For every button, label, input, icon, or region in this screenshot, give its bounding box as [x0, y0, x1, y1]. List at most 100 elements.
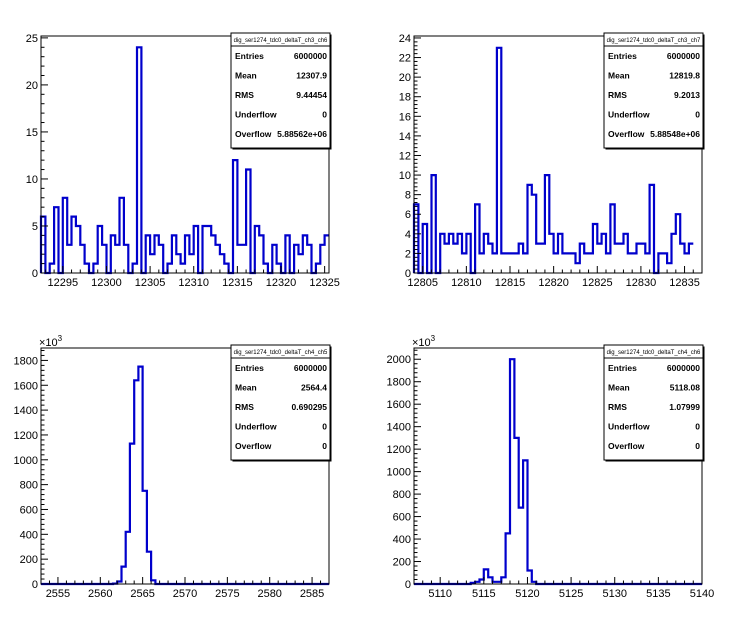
stats-value: 6000000: [294, 51, 327, 61]
y-tick-label: 1000: [14, 455, 38, 467]
y-tick-label: 10: [399, 170, 411, 182]
x-tick-label: 2565: [130, 588, 154, 600]
x-tick-label: 2555: [46, 588, 70, 600]
x-tick-label: 2575: [215, 588, 239, 600]
stats-value: 6000000: [294, 363, 327, 373]
stats-label: RMS: [608, 402, 627, 412]
y-tick-label: 20: [399, 72, 411, 84]
histogram-pad-3: 2555 2560 2565 2570 2575 2580 2585 0 200 400 600 80…: [14, 334, 332, 600]
y-tick-label: 16: [399, 111, 411, 123]
stats-value: 1.07999: [669, 402, 700, 412]
x-tick-label: 5115: [472, 588, 496, 600]
y-tick-label: 20: [26, 80, 38, 92]
x-tick-label: 12300: [91, 277, 122, 289]
stats-value: 12819.8: [669, 71, 700, 81]
y-tick-label: 600: [393, 512, 411, 524]
stats-label: Overflow: [608, 441, 645, 451]
y-tick-label: 1200: [14, 430, 38, 442]
stats-label: RMS: [235, 402, 254, 412]
stats-label: RMS: [235, 90, 254, 100]
y-tick-label: 800: [20, 480, 38, 492]
stats-value: 12307.9: [296, 71, 327, 81]
y-tick-label: 25: [26, 33, 38, 45]
y-tick-label: 1200: [387, 444, 411, 456]
stats-histogram-name: dig_ser1274_tdc0_deltaT_ch4_ch5: [234, 350, 328, 356]
stats-label: Entries: [235, 363, 264, 373]
x-tick-label: 2570: [173, 588, 197, 600]
stats-box: dig_ser1274_tdc0_deltaT_ch3_ch7 Entries 60…: [603, 32, 705, 150]
x-tick-label: 12305: [135, 277, 166, 289]
x-tick-label: 2560: [88, 588, 112, 600]
stats-box-frame: [230, 344, 331, 461]
stats-label: RMS: [608, 90, 627, 100]
stats-histogram-name: dig_ser1274_tdc0_deltaT_ch3_ch7: [607, 38, 701, 44]
x-tick-label: 12810: [451, 277, 482, 289]
stats-label: Underflow: [608, 422, 650, 432]
stats-value: 9.2013: [674, 90, 700, 100]
plot-frame: [413, 35, 703, 274]
y-tick-label: 1600: [387, 399, 411, 411]
y-tick-label: 5: [32, 221, 38, 233]
x-tick-label: 12815: [495, 277, 526, 289]
y-tick-label: 200: [393, 557, 411, 569]
y-tick-label: 0: [405, 268, 411, 280]
histogram-pad-2: 12805 12810 12815 12820 12825 12830 1283502468…: [399, 32, 705, 289]
stats-value: 5.88548e+06: [650, 129, 700, 139]
y-tick-label: 4: [405, 229, 411, 241]
x-tick-label: 12325: [309, 277, 340, 289]
x-tick-label: 2580: [257, 588, 281, 600]
histogram-series: [412, 46, 694, 275]
y-tick-label: 400: [393, 534, 411, 546]
stats-label: Underflow: [608, 110, 650, 120]
stats-value: 2564.4: [301, 383, 327, 393]
stats-value: 9.44454: [296, 90, 327, 100]
stats-value: 5.88562e+06: [277, 129, 327, 139]
y-tick-label: 22: [399, 53, 411, 65]
x-tick-label: 2585: [300, 588, 324, 600]
histogram-pad-4: 5110 5115 5120 5125 5130 5135 5140 0 200 400 600 80…: [387, 334, 715, 600]
plot-frame: [413, 347, 703, 585]
stats-value: 0: [695, 441, 700, 451]
y-tick-label: 1800: [387, 377, 411, 389]
stats-value: 6000000: [667, 363, 700, 373]
x-tick-label: 5110: [428, 588, 452, 600]
stats-value: 0: [322, 441, 327, 451]
x-tick-label: 12315: [222, 277, 253, 289]
stats-label: Mean: [608, 383, 630, 393]
y-tick-label: 8: [405, 190, 411, 202]
histogram-pad-1: 12295 12300 12305 12310 12315 12320 12325 0 5 10 1…: [26, 32, 340, 289]
y-tick-label: 1600: [14, 380, 38, 392]
x-tick-label: 12825: [582, 277, 613, 289]
stats-histogram-name: dig_ser1274_tdc0_deltaT_ch4_ch6: [607, 350, 701, 356]
x-tick-label: 5130: [602, 588, 626, 600]
y-tick-label: 15: [26, 127, 38, 139]
stats-value: 6000000: [667, 51, 700, 61]
stats-box: dig_ser1274_tdc0_deltaT_ch4_ch5 Entries 60…: [230, 344, 332, 462]
y-tick-label: 1000: [387, 467, 411, 479]
x-tick-label: 12820: [538, 277, 569, 289]
y-tick-label: 800: [393, 489, 411, 501]
y-tick-label: 600: [20, 504, 38, 516]
y-axis-multiplier: ×103: [412, 334, 436, 349]
y-tick-label: 2: [405, 248, 411, 260]
stats-box-frame: [603, 32, 704, 149]
x-tick-label: 5140: [690, 588, 714, 600]
y-tick-label: 1800: [14, 355, 38, 367]
x-tick-label: 12310: [178, 277, 209, 289]
stats-label: Mean: [608, 71, 630, 81]
y-tick-label: 200: [20, 554, 38, 566]
y-tick-label: 10: [26, 174, 38, 186]
stats-label: Overflow: [608, 129, 645, 139]
stats-label: Mean: [235, 383, 257, 393]
x-tick-label: 5125: [559, 588, 583, 600]
y-tick-label: 0: [32, 268, 38, 280]
x-tick-label: 12295: [48, 277, 79, 289]
stats-label: Mean: [235, 71, 257, 81]
y-tick-label: 14: [399, 131, 411, 143]
stats-value: 5118.08: [670, 383, 701, 393]
y-tick-label: 1400: [387, 422, 411, 434]
stats-label: Underflow: [235, 422, 277, 432]
stats-box-frame: [230, 32, 331, 149]
x-tick-label: 5135: [646, 588, 670, 600]
